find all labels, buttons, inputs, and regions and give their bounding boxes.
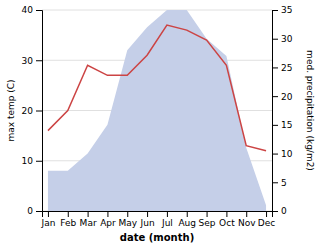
tick: 0 [27,206,42,216]
axis-line [43,212,273,218]
y2-axis-title: med. precipitation (kg/m2) [305,50,315,171]
tick-mark [272,182,278,183]
tick-label: 30 [22,56,34,66]
tick: Oct [219,211,235,228]
marks [48,10,266,211]
axis-line [36,11,43,212]
chart: Jan Feb MarAprMayJun Jul AugSepOctNovDec 0 10 2… [0,0,318,247]
tick-mark [272,67,278,68]
tick-mark [167,211,168,217]
tick: 20 [22,106,42,116]
area [48,10,266,211]
tick-mark [36,10,42,11]
tick-mark [272,10,278,11]
tick-label: Apr [100,218,116,228]
tick-mark [272,96,278,97]
tick: 30 [272,34,293,44]
tick: Feb [60,211,76,228]
tick-mark [127,211,128,217]
tick: 20 [272,92,293,102]
tick-label: Dec [258,218,275,228]
tick-label: Nov [238,218,256,228]
tick: Sep [199,211,216,228]
line [48,25,266,151]
tick-mark [246,211,247,217]
tick: Nov [238,211,256,228]
tick-mark [207,211,208,217]
tick-mark [68,211,69,217]
tick-label: Mar [80,218,97,228]
tick-mark [272,154,278,155]
tick-mark [272,211,278,212]
tick-mark [272,125,278,126]
tick-label: 5 [281,178,287,188]
tick-label: 35 [281,5,292,15]
tick: Apr [100,211,116,228]
tick-label: Sep [199,218,216,228]
tick-label: 10 [22,156,34,166]
tick: 40 [22,5,42,15]
tick-mark [272,39,278,40]
tick: 15 [272,120,292,130]
tick: Mar [80,211,97,228]
tick-mark [36,111,42,112]
tick: 5 [272,178,287,188]
tick: Jun [140,211,155,228]
tick-label: Jan [41,218,56,228]
tick-label: Aug [178,218,196,228]
tick-mark [266,211,267,217]
tick-label: Oct [219,218,235,228]
tick-label: 10 [281,149,293,159]
tick-label: Feb [60,218,76,228]
tick: Jan [41,211,56,228]
tick-label: Jul [161,218,173,228]
tick: 10 [22,156,42,166]
tick-label: 0 [27,206,33,216]
tick-label: 30 [281,34,293,44]
tick-mark [88,211,89,217]
tick: 30 [22,56,42,66]
tick: May [118,211,137,228]
tick-mark [36,60,42,61]
tick: 10 [272,149,293,159]
tick-label: 15 [281,120,292,130]
y-axis-title: max temp (C) [6,79,16,141]
tick-label: 0 [281,206,287,216]
axis-line [273,11,279,212]
grid-line [42,10,272,11]
tick-mark [107,211,108,217]
tick-label: 25 [281,63,292,73]
plot: Jan Feb MarAprMayJun Jul AugSepOctNovDec 0 10 2… [22,5,293,228]
y2-axis: 0 5 10 15 20 25 30 35 [272,5,293,216]
tick-label: 20 [22,106,34,116]
tick-label: May [118,218,137,228]
tick-label: Jun [140,218,155,228]
x-axis-title: date (month) [120,232,194,243]
tick: 35 [272,5,292,15]
tick-label: 20 [281,92,293,102]
tick-mark [48,211,49,217]
tick-mark [36,161,42,162]
tick: 25 [272,63,292,73]
tick-mark [147,211,148,217]
tick: 0 [272,206,287,216]
tick-mark [36,211,42,212]
tick-label: 40 [22,5,34,15]
tick: Dec [258,211,275,228]
tick-mark [187,211,188,217]
grid [42,10,272,211]
x-axis: Jan Feb MarAprMayJun Jul AugSepOctNovDec [41,211,276,228]
tick: Aug [178,211,196,228]
tick: Jul [161,211,173,228]
tick-mark [226,211,227,217]
y-axis: 0 10 20 30 40 [22,5,43,216]
